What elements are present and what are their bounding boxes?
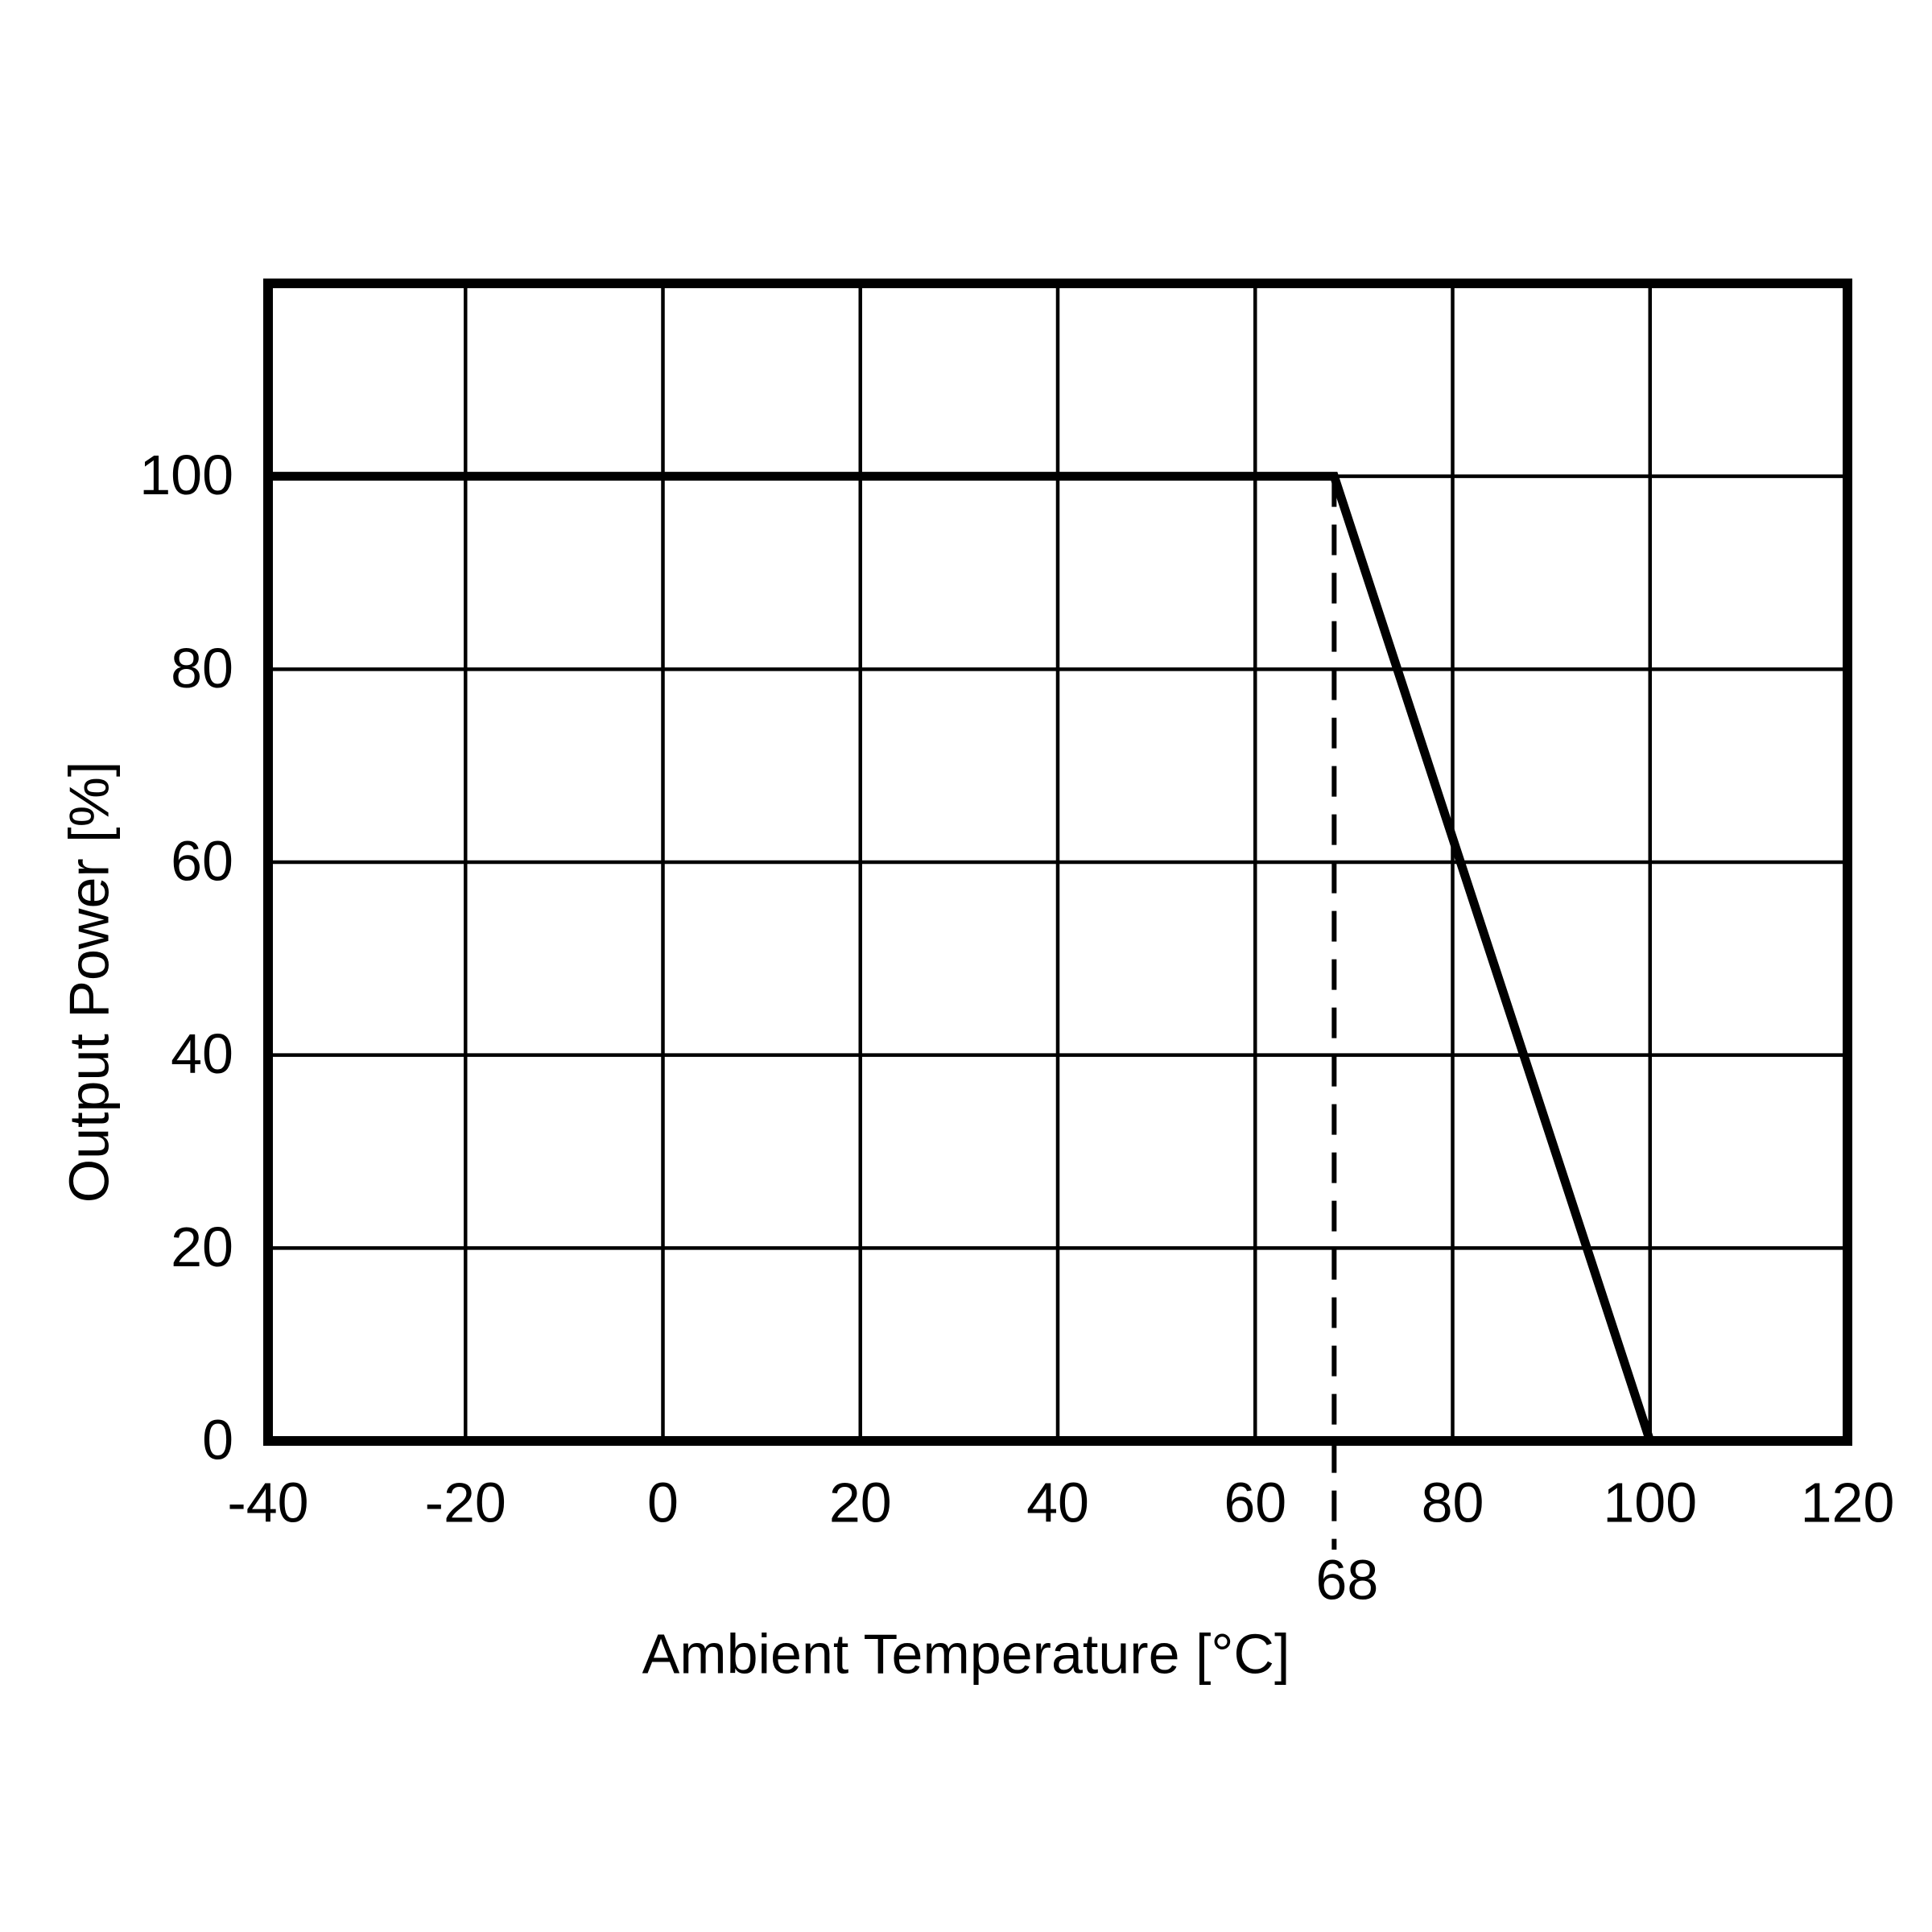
- x-tick-label: -40: [227, 1471, 308, 1534]
- y-tick-label: 0: [202, 1408, 233, 1471]
- reference-label: 68: [1315, 1548, 1378, 1611]
- x-tick-label: 60: [1224, 1471, 1286, 1534]
- data-line: [268, 472, 1654, 1443]
- x-tick-label: 0: [647, 1471, 679, 1534]
- y-tick-label: 20: [171, 1216, 233, 1278]
- x-tick-label: -20: [425, 1471, 506, 1534]
- y-tick-label: 80: [171, 637, 233, 700]
- x-tick-label: 80: [1422, 1471, 1484, 1534]
- y-tick-label: 40: [171, 1022, 233, 1085]
- plot-frame: [263, 279, 1852, 1446]
- x-tick-label: 20: [829, 1471, 892, 1534]
- x-tick-label: 100: [1603, 1471, 1697, 1534]
- y-axis-title: Output Power [%]: [57, 762, 120, 1203]
- x-axis-title: Ambient Temperature [°C]: [642, 1622, 1290, 1685]
- y-tick-label: 100: [139, 444, 233, 506]
- x-tick-label: 120: [1801, 1471, 1895, 1534]
- x-tick-label: 40: [1026, 1471, 1089, 1534]
- y-tick-label: 60: [171, 829, 233, 892]
